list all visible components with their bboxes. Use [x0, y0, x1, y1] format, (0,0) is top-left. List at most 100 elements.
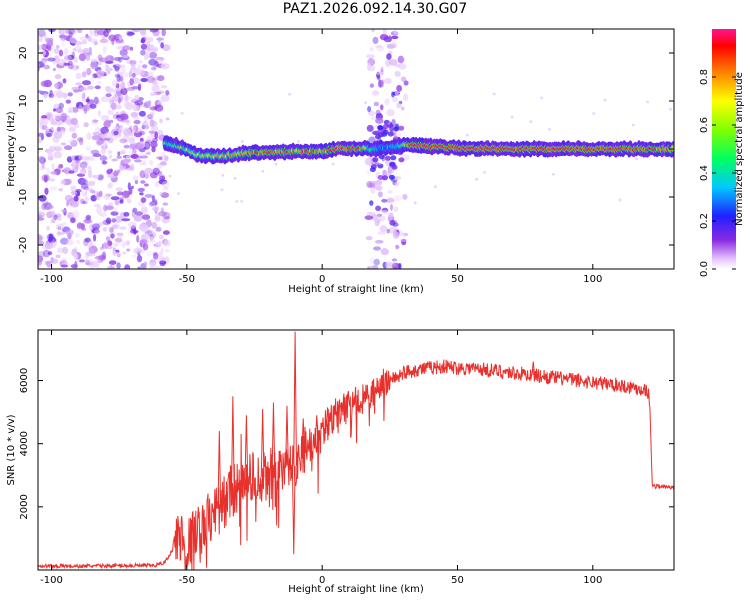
spectrogram-noise-blob: [142, 64, 148, 69]
spectrogram-noise-blob: [145, 152, 151, 155]
spectrogram-noise-blob: [133, 228, 137, 235]
spectrogram-noise-blob: [397, 55, 404, 64]
spectrogram-noise-blob: [88, 99, 95, 105]
spectrogram-noise-speck: [540, 96, 543, 100]
spectrogram-noise-blob: [123, 128, 131, 137]
spectrogram-noise-blob: [93, 234, 97, 242]
spectrogram-noise-blob: [370, 257, 374, 264]
spectrogram-noise-blob: [122, 55, 130, 59]
spectrogram-noise-blob: [76, 239, 80, 245]
spectrogram-noise-blob: [111, 95, 119, 102]
spectrogram-noise-blob: [143, 115, 148, 123]
spectrogram-noise-blob: [143, 169, 152, 175]
snr-panel: -100 -50 0 50 100 2000 4000 6000 Height of stra…: [6, 329, 675, 595]
colorbar-gradient: [712, 29, 736, 269]
spectrogram-noise-blob: [150, 48, 159, 53]
spectrogram-y-tick-label: 20: [18, 47, 29, 60]
spectrogram-noise-blob: [116, 74, 121, 83]
spectrogram-noise-blob: [56, 247, 64, 254]
spectrogram-noise-speck: [551, 172, 555, 176]
snr-axes: -100 -50 0 50 100 2000 4000 6000: [19, 330, 674, 586]
snr-spike: [231, 396, 235, 493]
spectrogram-noise-blob: [144, 167, 154, 175]
spectrogram-noise-blob: [55, 147, 62, 152]
colorbar-tick-label: 0.2: [699, 213, 710, 229]
spectrogram-noise-speck: [221, 173, 225, 177]
spectrogram-noise-blob: [109, 154, 113, 159]
spectrogram-noise-blob: [55, 107, 63, 114]
spectrogram-noise-blob: [143, 142, 150, 148]
snr-spike: [314, 415, 319, 440]
spectrogram-noise-blob: [109, 56, 114, 60]
spectrogram-noise-blob: [72, 160, 77, 168]
spectrogram-noise-blob: [46, 225, 50, 231]
spectrogram-noise-blob: [392, 96, 399, 103]
spectrogram-noise-blob: [141, 206, 148, 213]
spectrogram-x-tick-label: 50: [451, 274, 464, 285]
spectrogram-noise-blob: [104, 67, 113, 72]
spectrogram-noise-blob: [84, 196, 89, 203]
spectrogram-noise-blob: [365, 236, 373, 241]
spectrogram-noise-speck: [618, 198, 622, 202]
spectrogram-noise-blob: [134, 100, 144, 106]
spectrogram-noise-blob: [138, 131, 145, 136]
spectrogram-noise-blob: [392, 231, 400, 239]
spectrogram-noise-blob: [134, 142, 143, 151]
spectrogram-noise-blob: [140, 43, 148, 50]
spectrogram-noise-blob: [84, 237, 91, 243]
spectrogram-noise-blob: [69, 65, 79, 71]
spectrogram-noise-blob: [38, 234, 43, 242]
snr-plot-area: [38, 330, 674, 570]
spectrogram-noise-blob: [94, 85, 101, 90]
spectrogram-noise-blob: [58, 102, 64, 109]
spectrogram-noise-blob: [154, 213, 161, 222]
spectrogram-frame: [37, 28, 675, 270]
spectrogram-noise-blob: [38, 259, 42, 266]
spectrogram-noise-blob: [145, 51, 151, 58]
spectrogram-noise-blob: [114, 56, 121, 62]
spectrogram-noise-blob: [150, 92, 157, 96]
spectrogram-noise-blob: [54, 74, 62, 80]
spectrogram-noise-blob: [99, 38, 109, 44]
spectrogram-noise-blob: [108, 119, 114, 124]
spectrogram-noise-blob: [116, 114, 121, 119]
spectrogram-noise-blob: [396, 102, 402, 109]
spectrogram-noise-blob: [73, 64, 80, 71]
snr-spike: [260, 408, 265, 478]
spectrogram-noise-speck: [235, 200, 239, 203]
spectrogram-noise-blob: [38, 45, 44, 50]
spectrogram-ridge-core: [670, 146, 674, 151]
spectrogram-noise-blob: [108, 260, 117, 265]
spectrogram-noise-blob: [92, 190, 101, 196]
spectrogram-noise-blob: [78, 154, 84, 160]
spectrogram-noise-blob: [366, 124, 374, 132]
spectrogram-noise-blob: [115, 111, 120, 116]
spectrogram-noise-blob: [108, 226, 114, 233]
snr-x-tick-label: -50: [179, 575, 195, 586]
spectrogram-noise-blob: [389, 220, 396, 226]
spectrogram-noise-blob: [143, 183, 149, 187]
spectrogram-noise-blob: [377, 125, 384, 131]
spectrogram-noise-blob: [94, 229, 100, 234]
spectrogram-noise-blob: [159, 118, 163, 124]
spectrogram-noise-blob: [387, 196, 394, 204]
spectrogram-x-tick-label: 100: [583, 274, 602, 285]
spectrogram-noise-blob: [65, 29, 71, 34]
spectrogram-noise-blob: [139, 222, 149, 231]
spectrogram-noise-blob: [398, 157, 405, 163]
spectrogram-noise-blob: [81, 71, 87, 78]
spectrogram-noise-blob: [154, 104, 164, 112]
spectrogram-noise-blob: [120, 81, 126, 90]
spectrogram-noise-blob: [137, 83, 142, 91]
snr-spike: [217, 431, 222, 509]
spectrogram-noise-blob: [136, 255, 143, 263]
spectrogram-noise-blob: [139, 29, 147, 36]
spectrogram-noise-blob: [38, 211, 46, 218]
spectrogram-noise-speck: [240, 140, 244, 143]
spectrogram-noise-blob: [381, 79, 385, 85]
spectrogram-noise-blob: [403, 80, 409, 86]
spectrogram-noise-blob: [126, 198, 132, 204]
spectrogram-noise-blob: [66, 200, 70, 207]
spectrogram-noise-speck: [240, 199, 244, 203]
